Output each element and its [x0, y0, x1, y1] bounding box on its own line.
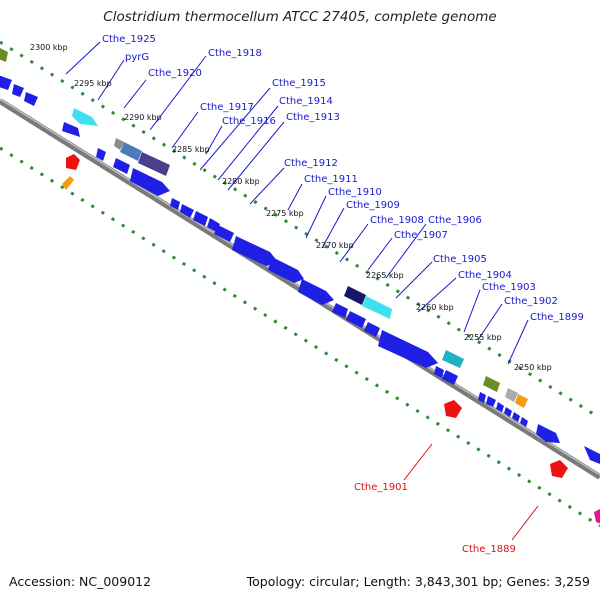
gene-label[interactable]: Cthe_1913 [286, 112, 340, 123]
gene-feature-navy [344, 286, 366, 305]
gene-feature [298, 279, 334, 305]
gene-feature [170, 198, 180, 210]
gene-label[interactable]: Cthe_1905 [433, 254, 487, 265]
gene-feature [536, 424, 560, 443]
gene-feature-red [66, 154, 80, 170]
gene-feature-purple [138, 152, 170, 176]
scale-tick-label: 2280 kbp [222, 177, 260, 186]
scale-tick-label: 2250 kbp [514, 363, 552, 372]
scale-tick-label: 2285 kbp [172, 145, 210, 154]
gene-feature [584, 446, 600, 464]
gene-label[interactable]: Cthe_1920 [148, 68, 202, 79]
gene-feature [364, 322, 380, 337]
gene-feature [512, 412, 520, 422]
scale-tick-label: 2290 kbp [124, 113, 162, 122]
gene-feature [232, 236, 278, 266]
gene-label[interactable]: Cthe_1925 [102, 34, 156, 45]
highlighted-genes [0, 48, 528, 408]
scale-tick-label: 2275 kbp [266, 209, 304, 218]
scale-tick-label: 2270 kbp [316, 241, 354, 250]
gene-feature [193, 211, 208, 226]
gene-label[interactable]: Cthe_1903 [482, 282, 536, 293]
scale-track-inner [0, 146, 600, 528]
label-leaders-blue [65, 41, 529, 365]
gene-feature [180, 204, 194, 218]
forward-gene-features [0, 75, 600, 464]
gene-feature [332, 303, 348, 318]
gene-feature [504, 407, 512, 417]
gene-label[interactable]: Cthe_1914 [279, 96, 333, 107]
gene-label[interactable]: Cthe_1915 [272, 78, 326, 89]
map-title: Clostridium thermocellum ATCC 27405, com… [103, 9, 497, 25]
gene-label[interactable]: Cthe_1908 [370, 215, 424, 226]
gene-feature-red [444, 400, 462, 418]
gene-feature-cyan [72, 108, 98, 126]
gene-feature [442, 370, 458, 385]
gene-feature-olive [0, 48, 8, 62]
scale-tick-label: 2255 kbp [464, 333, 502, 342]
gene-feature [24, 92, 38, 106]
gene-label-reverse[interactable]: Cthe_1889 [462, 544, 516, 555]
gene-feature [62, 122, 80, 137]
accession-text: Accession: NC_009012 [9, 574, 152, 589]
gene-label[interactable]: Cthe_1916 [222, 116, 276, 127]
gene-feature [96, 148, 106, 161]
gene-feature [478, 392, 486, 403]
gene-feature-olive [483, 376, 500, 392]
gene-feature-silver [505, 388, 518, 402]
gene-feature [378, 330, 438, 368]
gene-feature [496, 402, 504, 412]
genome-summary-text: Topology: circular; Length: 3,843,301 bp… [246, 574, 590, 589]
gene-label[interactable]: Cthe_1910 [328, 187, 382, 198]
gene-feature-gray [114, 138, 124, 150]
scale-tick-label: 2295 kbp [74, 79, 112, 88]
gene-feature-red [550, 460, 568, 478]
gene-label[interactable]: Cthe_1907 [394, 230, 448, 241]
scale-tick-label: 2260 kbp [416, 303, 454, 312]
gene-feature [12, 84, 24, 97]
gene-feature-teal [442, 350, 464, 368]
gene-label-reverse[interactable]: Cthe_1901 [354, 482, 408, 493]
gene-label[interactable]: Cthe_1902 [504, 296, 558, 307]
gene-label[interactable]: Cthe_1906 [428, 215, 482, 226]
gene-label[interactable]: Cthe_1912 [284, 158, 338, 169]
gene-feature-orange [515, 394, 528, 408]
gene-feature [0, 75, 12, 90]
gene-label[interactable]: Cthe_1918 [208, 48, 262, 59]
gene-label[interactable]: Cthe_1917 [200, 102, 254, 113]
gene-feature [214, 225, 234, 242]
gene-label[interactable]: Cthe_1911 [304, 174, 358, 185]
reverse-gene-features [62, 154, 600, 524]
gene-feature [130, 168, 170, 196]
gene-feature-magenta [594, 509, 600, 524]
gene-feature-orange [62, 176, 74, 190]
gene-feature [520, 417, 528, 427]
gene-feature [268, 257, 304, 283]
gene-label[interactable]: Cthe_1899 [530, 312, 584, 323]
scale-track-outer [0, 40, 600, 420]
gene-feature [486, 396, 496, 407]
gene-feature [113, 158, 130, 174]
scale-tick-label: 2300 kbp [30, 43, 68, 52]
scale-tick-label: 2265 kbp [366, 271, 404, 280]
gene-feature-cyan [362, 296, 392, 319]
gene-label[interactable]: Cthe_1909 [346, 200, 400, 211]
gene-feature [434, 366, 444, 378]
gene-feature-slate [120, 142, 142, 161]
gene-label[interactable]: pyrG [125, 52, 149, 63]
gene-label[interactable]: Cthe_1904 [458, 270, 512, 281]
label-leaders-red [403, 443, 539, 541]
gene-feature [346, 311, 366, 328]
